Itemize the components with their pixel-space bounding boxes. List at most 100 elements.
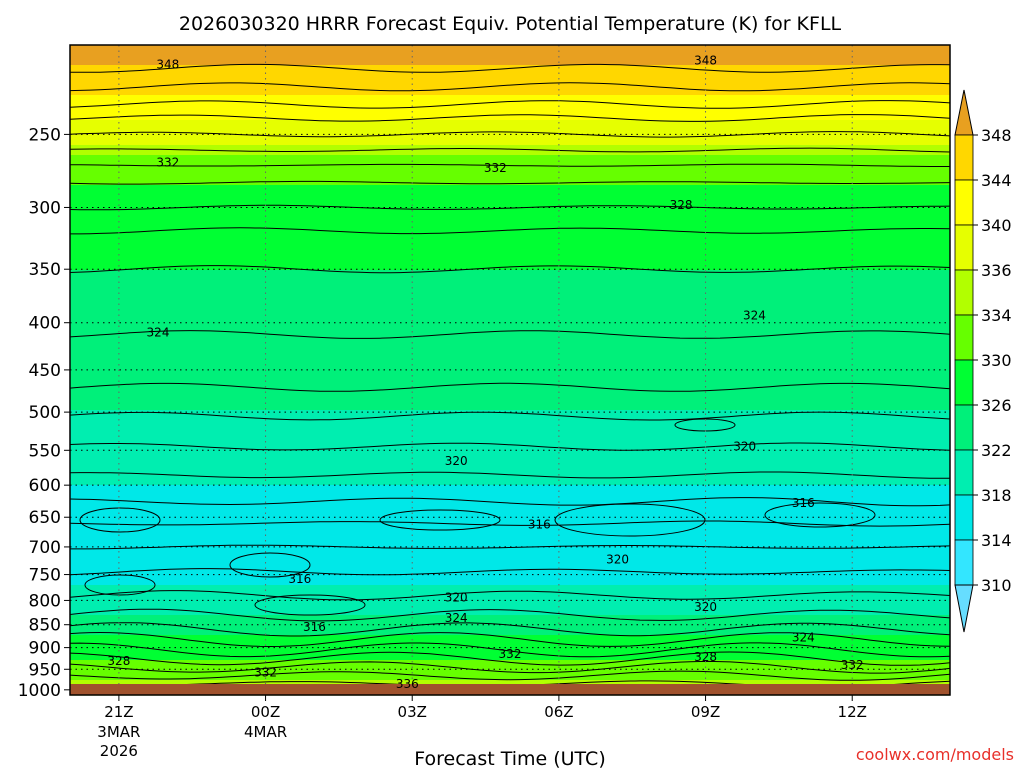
theta-e-band (70, 520, 950, 526)
contour-line (69, 63, 951, 73)
theta-e-band (70, 240, 950, 246)
contour-line (69, 660, 951, 674)
theta-e-band (70, 45, 950, 51)
theta-e-band (70, 290, 950, 296)
colorbar-label: 340 (981, 216, 1012, 235)
theta-e-band (70, 445, 950, 451)
theta-e-band (70, 50, 950, 56)
chart-title: 2026030320 HRRR Forecast Equiv. Potentia… (179, 13, 842, 35)
contour-line (69, 411, 951, 421)
contour-label: 320 (694, 600, 717, 614)
x-tick-sublabel: 4MAR (244, 723, 287, 741)
y-tick-label: 950 (29, 660, 61, 680)
theta-e-band (70, 130, 950, 136)
theta-e-band (70, 160, 950, 166)
closed-contour (674, 418, 736, 432)
colorbar-segment (954, 539, 974, 586)
contour-line (69, 204, 951, 211)
theta-e-band (70, 365, 950, 371)
theta-e-band (70, 340, 950, 346)
contour-line (69, 651, 951, 666)
theta-e-band (70, 540, 950, 546)
contour-label: 320 (445, 590, 468, 604)
theta-e-band (70, 405, 950, 411)
contour-line (69, 100, 951, 109)
theta-e-band (70, 425, 950, 431)
theta-e-band (70, 455, 950, 461)
theta-e-band (70, 190, 950, 196)
contour-line (69, 131, 951, 138)
colorbar-segment (954, 404, 974, 451)
theta-e-band (70, 285, 950, 291)
ground-surface-band (70, 684, 950, 695)
x-tick-sublabel: 2026 (100, 742, 138, 760)
contour-label: 324 (792, 631, 815, 645)
y-tick-label: 800 (29, 591, 61, 611)
contour-label: 336 (396, 677, 419, 691)
credit-text: coolwx.com/models (856, 745, 1014, 764)
theta-e-band (70, 360, 950, 366)
theta-e-band (70, 595, 950, 601)
theta-e-band (70, 105, 950, 111)
y-tick-label: 900 (29, 639, 61, 659)
theta-e-band (70, 625, 950, 631)
theta-e-band (70, 125, 950, 131)
y-tick-label: 600 (29, 476, 61, 496)
theta-e-band (70, 490, 950, 496)
contour-label: 328 (670, 198, 693, 212)
y-tick-label: 250 (29, 125, 61, 145)
y-tick-label: 500 (29, 403, 61, 423)
colorbar-segment (954, 224, 974, 271)
contour-line (69, 442, 951, 451)
contour-line (70, 227, 951, 235)
theta-e-band (70, 375, 950, 381)
x-tick-label: 03Z (398, 703, 427, 721)
theta-e-band (70, 515, 950, 521)
contour-line (69, 497, 951, 507)
x-tick-label: 06Z (544, 703, 573, 721)
contour-label: 348 (694, 54, 717, 68)
colorbar-segment (954, 134, 974, 181)
theta-e-band (70, 665, 950, 671)
theta-e-band (70, 560, 950, 566)
colorbar-label: 326 (981, 396, 1012, 415)
contour-line (69, 147, 951, 153)
colorbar-segment (954, 179, 974, 226)
theta-e-band (70, 295, 950, 301)
theta-e-band (70, 485, 950, 491)
contour-line (69, 82, 951, 92)
y-tick-label: 350 (29, 260, 61, 280)
theta-e-band (70, 280, 950, 286)
theta-e-band (70, 420, 950, 426)
y-tick-label: 400 (29, 314, 61, 334)
theta-e-band (70, 180, 950, 186)
contour-line (69, 330, 951, 339)
theta-e-band (70, 355, 950, 361)
theta-e-band (70, 535, 950, 541)
contour-label: 320 (606, 552, 629, 566)
colorbar-label: 314 (981, 531, 1012, 550)
theta-e-band (70, 480, 950, 486)
theta-e-band (70, 620, 950, 626)
theta-e-band (70, 265, 950, 271)
colorbar-segment (954, 449, 974, 496)
theta-e-band (70, 510, 950, 516)
theta-e-band (70, 245, 950, 251)
contour-line (69, 163, 950, 167)
theta-e-band (70, 370, 950, 376)
theta-e-band (70, 215, 950, 221)
colorbar-label: 348 (981, 126, 1012, 145)
contour-label: 332 (841, 658, 864, 672)
colorbar: 348 344 340 336 334 330 326 322 318 314 310 (954, 89, 1012, 633)
theta-e-band (70, 55, 950, 61)
theta-e-band (70, 430, 950, 436)
theta-e-band (70, 250, 950, 256)
theta-e-band (70, 255, 950, 261)
contour-labels: 348 348 332 332 328 324 324 320 320 316 316 320 316 3… (107, 54, 864, 691)
colorbar-top-arrow (954, 89, 974, 136)
closed-contour (379, 509, 501, 531)
colorbar-segment (954, 314, 974, 361)
theta-e-band (70, 610, 950, 616)
theta-e-band (70, 310, 950, 316)
